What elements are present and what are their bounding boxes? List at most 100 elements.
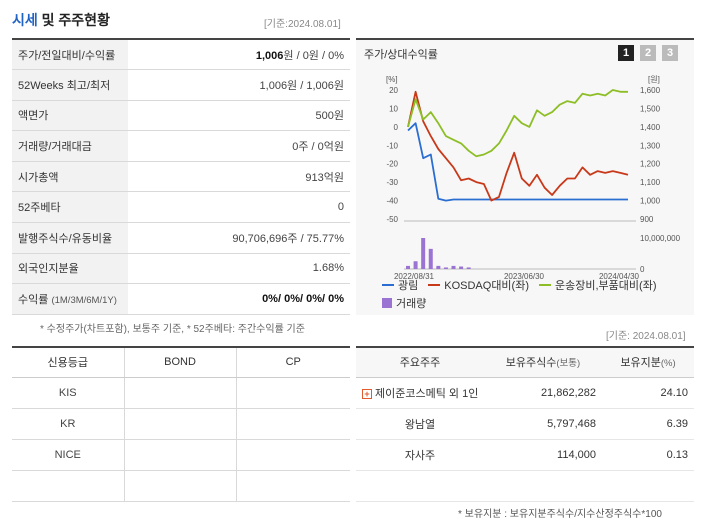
base-date: [기준:2024.08.01] [264, 19, 341, 30]
holder-row: 왕남열 5,797,468 6.39 [356, 408, 694, 440]
holder-header: 보유주식수(보통) [484, 347, 602, 378]
price-chart: [%] [원] 20 10 0 -10 -20 -30 -40 -50 1,600 1,500 1,40… [386, 75, 681, 280]
chart-tab-2[interactable]: 2 [640, 45, 656, 61]
holder-shares: 114,000 [484, 439, 602, 471]
volume-bar [421, 238, 426, 269]
price-row-label: 52Weeks 최고/최저 [12, 69, 128, 101]
holder-name: 자사주 [356, 439, 484, 471]
price-row-label: 52주베타 [12, 191, 128, 224]
volume-bar [436, 265, 441, 269]
right-tick-label: 1,200 [640, 160, 661, 169]
price-row-value: 1,006원 / 1,006원 [128, 69, 350, 101]
volume-tick-label: 10,000,000 [640, 234, 681, 243]
series-line [407, 90, 629, 202]
left-axis-unit: [%] [386, 75, 398, 84]
chart-tabs: 1 2 3 [618, 45, 678, 61]
credit-row: KR [12, 408, 350, 440]
credit-row: KIS [12, 377, 350, 409]
chart-title: 주가/상대수익률 [364, 49, 438, 61]
chart-tab-3[interactable]: 3 [662, 45, 678, 61]
price-row-label: 수익률 (1M/3M/6M/1Y) [12, 283, 128, 315]
credit-cell [124, 439, 237, 471]
left-tick-label: -40 [386, 197, 398, 206]
credit-row: NICE [12, 439, 350, 471]
legend-item: 운송장비,부품대비(좌) [539, 277, 656, 293]
credit-cell [236, 408, 350, 440]
right-tick-label: 1,600 [640, 86, 661, 95]
price-row-label: 주가/전일대비/수익률 [12, 39, 128, 71]
holder-pct: 0.13 [602, 439, 694, 471]
left-tick-label: 20 [389, 86, 398, 95]
chart-panel: 주가/상대수익률 1 2 3 [%] [원] 20 10 0 -10 -20 -30 -40 -5… [356, 38, 694, 315]
holders-note: * 보유지분 : 보유지분주식수/지수산정주식수*100 [458, 509, 662, 520]
volume-bar [466, 267, 471, 269]
credit-cell [236, 377, 350, 409]
price-row-value: 0%/ 0%/ 0%/ 0% [128, 283, 350, 315]
right-tick-label: 1,300 [640, 141, 661, 150]
left-tick-label: -50 [386, 215, 398, 224]
credit-cell [236, 439, 350, 471]
price-row-value: 1.68% [128, 253, 350, 285]
holder-row-empty [356, 470, 694, 502]
credit-agency: KR [12, 408, 125, 440]
price-row: 외국인지분율 1.68% [12, 253, 350, 285]
legend-item: 광림 [382, 277, 418, 293]
price-row-value: 90,706,696주 / 75.77% [128, 222, 350, 254]
x-tick-label: 2023/06/30 [504, 272, 545, 280]
major-holders-table: 주요주주 보유주식수(보통) 보유지분(%) + 제이준코스메틱 외 1인 21,8… [356, 346, 694, 502]
price-row: 발행주식수/유동비율 90,706,696주 / 75.77% [12, 222, 350, 254]
price-row: 액면가 500원 [12, 100, 350, 132]
chart-legend: 광림 KOSDAQ대비(좌) 운송장비,부품대비(좌) 거래량 [382, 277, 656, 313]
credit-agency: KIS [12, 377, 125, 409]
credit-rating-table: 신용등급 BOND CP KIS KR NICE [12, 346, 350, 502]
credit-cell [124, 470, 237, 502]
holder-shares: 21,862,282 [484, 377, 602, 409]
left-tick-label: 0 [394, 123, 399, 132]
volume-bar [406, 265, 410, 269]
price-note: * 수정주가(차트포함), 보통주 기준, * 52주베타: 주간수익률 기준 [40, 324, 305, 335]
right-tick-label: 900 [640, 215, 654, 224]
volume-bar [428, 248, 433, 269]
price-row-value: 0주 / 0억원 [128, 130, 350, 162]
price-row: 52Weeks 최고/최저 1,006원 / 1,006원 [12, 69, 350, 101]
volume-bar [443, 267, 448, 269]
price-summary-table: 주가/전일대비/수익률 1,006원 / 0원 / 0% 52Weeks 최고/최저… [12, 38, 350, 315]
price-row-label: 외국인지분율 [12, 253, 128, 285]
legend-item: 거래량 [382, 295, 426, 311]
volume-bar [413, 261, 418, 269]
legend-item: KOSDAQ대비(좌) [428, 277, 529, 293]
credit-cell [236, 470, 350, 502]
credit-header: CP [236, 347, 350, 378]
holder-header: 주요주주 [356, 347, 484, 378]
right-tick-label: 1,100 [640, 178, 661, 187]
price-row-value: 0 [128, 191, 350, 224]
price-row-label: 시가총액 [12, 161, 128, 193]
holder-shares: 5,797,468 [484, 408, 602, 440]
credit-agency [12, 470, 125, 502]
x-tick-label: 2022/08/31 [394, 272, 435, 280]
holder-header: 보유지분(%) [602, 347, 694, 378]
credit-header: BOND [124, 347, 237, 378]
volume-bar [459, 266, 464, 269]
chart-tab-1[interactable]: 1 [618, 45, 634, 61]
holder-row: 자사주 114,000 0.13 [356, 439, 694, 471]
expand-icon[interactable]: + [362, 388, 372, 399]
price-row-value: 500원 [128, 100, 350, 132]
price-row: 거래량/거래대금 0주 / 0억원 [12, 130, 350, 162]
price-row: 52주베타 0 [12, 191, 350, 224]
credit-row [12, 470, 350, 502]
price-row: 수익률 (1M/3M/6M/1Y) 0%/ 0%/ 0%/ 0% [12, 283, 350, 315]
holder-pct: 24.10 [602, 377, 694, 409]
left-tick-label: -30 [386, 178, 398, 187]
price-row-label: 액면가 [12, 100, 128, 132]
right-tick-label: 1,500 [640, 104, 661, 113]
section-title: 시세 및 주주현황 [12, 12, 110, 28]
series-line [407, 89, 628, 158]
volume-tick-label: 0 [640, 265, 645, 274]
price-row-value: 1,006원 / 0원 / 0% [128, 39, 350, 71]
credit-cell [124, 408, 237, 440]
holder-name[interactable]: + 제이준코스메틱 외 1인 [356, 377, 484, 409]
price-row: 주가/전일대비/수익률 1,006원 / 0원 / 0% [12, 39, 350, 71]
holder-pct: 6.39 [602, 408, 694, 440]
right-axis-unit: [원] [648, 75, 660, 84]
